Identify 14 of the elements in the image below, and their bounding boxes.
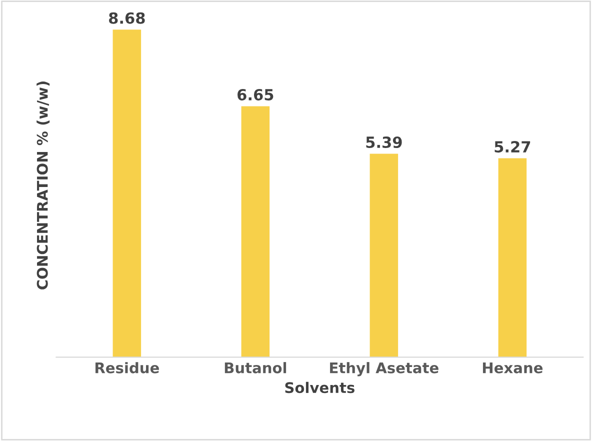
x-tick-label: Hexane (482, 362, 543, 374)
y-axis-title: CONCENTRATION % (w/w) (36, 82, 50, 290)
x-tick-label: Butanol (224, 362, 286, 374)
bar (112, 30, 142, 358)
bar (498, 158, 527, 358)
data-label: 8.68 (109, 12, 145, 24)
bar (241, 106, 270, 358)
x-axis-title: Solvents (285, 382, 354, 394)
data-label: 6.65 (238, 88, 274, 100)
x-tick-label: Residue (96, 362, 159, 374)
data-label: 5.27 (494, 141, 530, 153)
data-label: 5.39 (366, 136, 402, 148)
bar (370, 154, 398, 358)
x-tick-label: Ethyl Asetate (330, 362, 438, 376)
